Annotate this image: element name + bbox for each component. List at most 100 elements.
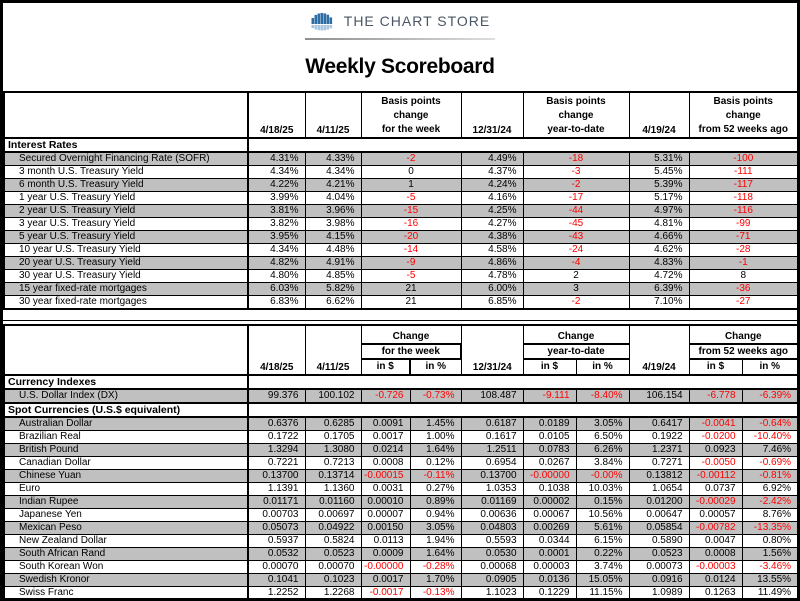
section-interest-rates: Interest Rates	[3, 137, 797, 153]
value-cell: -0.0041	[688, 416, 743, 431]
value-cell: 0.01160	[304, 495, 362, 509]
value-cell: 1.1391	[247, 482, 306, 496]
value-cell: 0.01169	[460, 495, 524, 509]
value-cell: 1.3294	[247, 443, 306, 457]
value-cell: -0.00782	[688, 521, 743, 535]
value-cell: 0.0113	[360, 534, 411, 548]
spot-currency-row: South African Rand 0.0532 0.0523 0.0009 1.64…	[3, 547, 797, 561]
value-cell: 0.0905	[460, 573, 524, 587]
change-week-header: Change	[360, 324, 462, 345]
value-cell: 7.10%	[628, 295, 690, 310]
value-cell: 4.48%	[304, 243, 362, 257]
value-cell: 11.15%	[575, 586, 630, 598]
value-cell: 21	[360, 295, 462, 310]
value-cell: -9.111	[522, 388, 577, 404]
row-label: 15 year fixed-rate mortgages	[3, 282, 249, 296]
row-label: 30 year fixed-rate mortgages	[3, 295, 249, 310]
value-cell: -2	[522, 178, 630, 192]
value-cell: 0.05073	[247, 521, 306, 535]
bp-change-week-header: Basis points change for the week	[360, 91, 462, 139]
brand-name: THE CHART STORE	[343, 13, 491, 29]
value-cell: -2	[360, 151, 462, 166]
value-cell: 0.0530	[460, 547, 524, 561]
value-cell: 0.00269	[522, 521, 577, 535]
value-cell: 0.5890	[628, 534, 690, 548]
currency-header-row-2: for the week year-to-date from 52 weeks …	[4, 343, 797, 360]
row-label: Australian Dollar	[3, 416, 249, 431]
value-cell: -0.0050	[688, 456, 743, 470]
rate-row: 30 year U.S. Treasury Yield 4.80% 4.85% -5 4…	[3, 269, 797, 283]
separator-rule	[3, 320, 797, 321]
value-cell: 0.00703	[247, 508, 306, 522]
section-filler	[247, 402, 797, 418]
value-cell: 4.16%	[460, 191, 524, 205]
value-cell: 0.80%	[741, 534, 797, 548]
value-cell: -0.81%	[741, 469, 797, 483]
value-cell: 0.0091	[360, 416, 411, 431]
value-cell: 10.03%	[575, 482, 630, 496]
value-cell: 0.6954	[460, 456, 524, 470]
value-cell: 0.6417	[628, 416, 690, 431]
section-title: Spot Currencies (U.S.$ equivalent)	[3, 402, 249, 418]
value-cell: 1.2268	[304, 586, 362, 598]
row-label: Brazilian Real	[3, 430, 249, 444]
spot-currency-row: Canadian Dollar 0.7221 0.7213 0.0008 0.12% 0.…	[3, 456, 797, 470]
value-cell: 4.72%	[628, 269, 690, 283]
row-label: Japanese Yen	[3, 508, 249, 522]
currency-header-row-3: in $ in % in $ in % in $ in %	[4, 358, 797, 376]
row-label: Mexican Peso	[3, 521, 249, 535]
value-cell: 4.37%	[460, 165, 524, 179]
value-cell: -118	[688, 191, 797, 205]
value-cell: 6.50%	[575, 430, 630, 444]
value-cell: 0.0105	[522, 430, 577, 444]
value-cell: 0.6285	[304, 416, 362, 431]
value-cell: -16	[360, 217, 462, 231]
value-cell: 0.0267	[522, 456, 577, 470]
value-cell: 99.376	[247, 388, 306, 404]
row-label: 1 year U.S. Treasury Yield	[3, 191, 249, 205]
value-cell: -117	[688, 178, 797, 192]
value-cell: 0.13714	[304, 469, 362, 483]
bp-change-ytd-header: Basis points change year-to-date	[522, 91, 630, 139]
value-cell: -0.00%	[575, 469, 630, 483]
value-cell: -0.64%	[741, 416, 797, 431]
value-cell: 1.64%	[409, 547, 462, 561]
row-label: South African Rand	[3, 547, 249, 561]
value-cell: 0.00636	[460, 508, 524, 522]
value-cell: 0.0916	[628, 573, 690, 587]
row-label: Swiss Franc	[3, 586, 249, 598]
value-cell: 0.0214	[360, 443, 411, 457]
rate-row: Secured Overnight Financing Rate (SOFR) 4…	[3, 151, 797, 166]
value-cell: 1.3080	[304, 443, 362, 457]
value-cell: -4	[522, 256, 630, 270]
value-cell: 0.0001	[522, 547, 577, 561]
change-ytd-subtitle: year-to-date	[522, 343, 630, 360]
value-cell: 4.34%	[247, 165, 306, 179]
value-cell: 0.00067	[522, 508, 577, 522]
page-title: Weekly Scoreboard	[305, 55, 495, 78]
value-cell: 0.0017	[360, 430, 411, 444]
rate-row: 1 year U.S. Treasury Yield 3.99% 4.04% -5 4.…	[3, 191, 797, 205]
value-cell: 0.7221	[247, 456, 306, 470]
value-cell: 4.22%	[247, 178, 306, 192]
row-label: Secured Overnight Financing Rate (SOFR)	[3, 151, 249, 166]
section-currency-indexes: Currency Indexes	[3, 374, 797, 390]
value-cell: -5	[360, 191, 462, 205]
value-cell: 1.0989	[628, 586, 690, 598]
currency-index-row: U.S. Dollar Index (DX) 99.376 100.102 -0.72…	[3, 388, 797, 404]
value-cell: 0.00150	[360, 521, 411, 535]
currency-header-row-1: 4/18/25 4/11/25 Change 12/31/24 Change 4…	[3, 324, 797, 376]
currency-label-header	[3, 324, 249, 376]
value-cell: 15.05%	[575, 573, 630, 587]
value-cell: -24	[522, 243, 630, 257]
value-cell: 4.15%	[304, 230, 362, 244]
row-label: 5 year U.S. Treasury Yield	[3, 230, 249, 244]
value-cell: -6.778	[688, 388, 743, 404]
rate-row: 30 year fixed-rate mortgages 6.83% 6.62% 21…	[3, 295, 797, 310]
date-year-ago-header: 4/19/24	[628, 324, 690, 376]
value-cell: -0.00000	[522, 469, 577, 483]
value-cell: 0.0523	[628, 547, 690, 561]
value-cell: 6.00%	[460, 282, 524, 296]
date-year-end-header: 12/31/24	[460, 324, 524, 376]
date-current-header: 4/18/25	[247, 91, 306, 139]
